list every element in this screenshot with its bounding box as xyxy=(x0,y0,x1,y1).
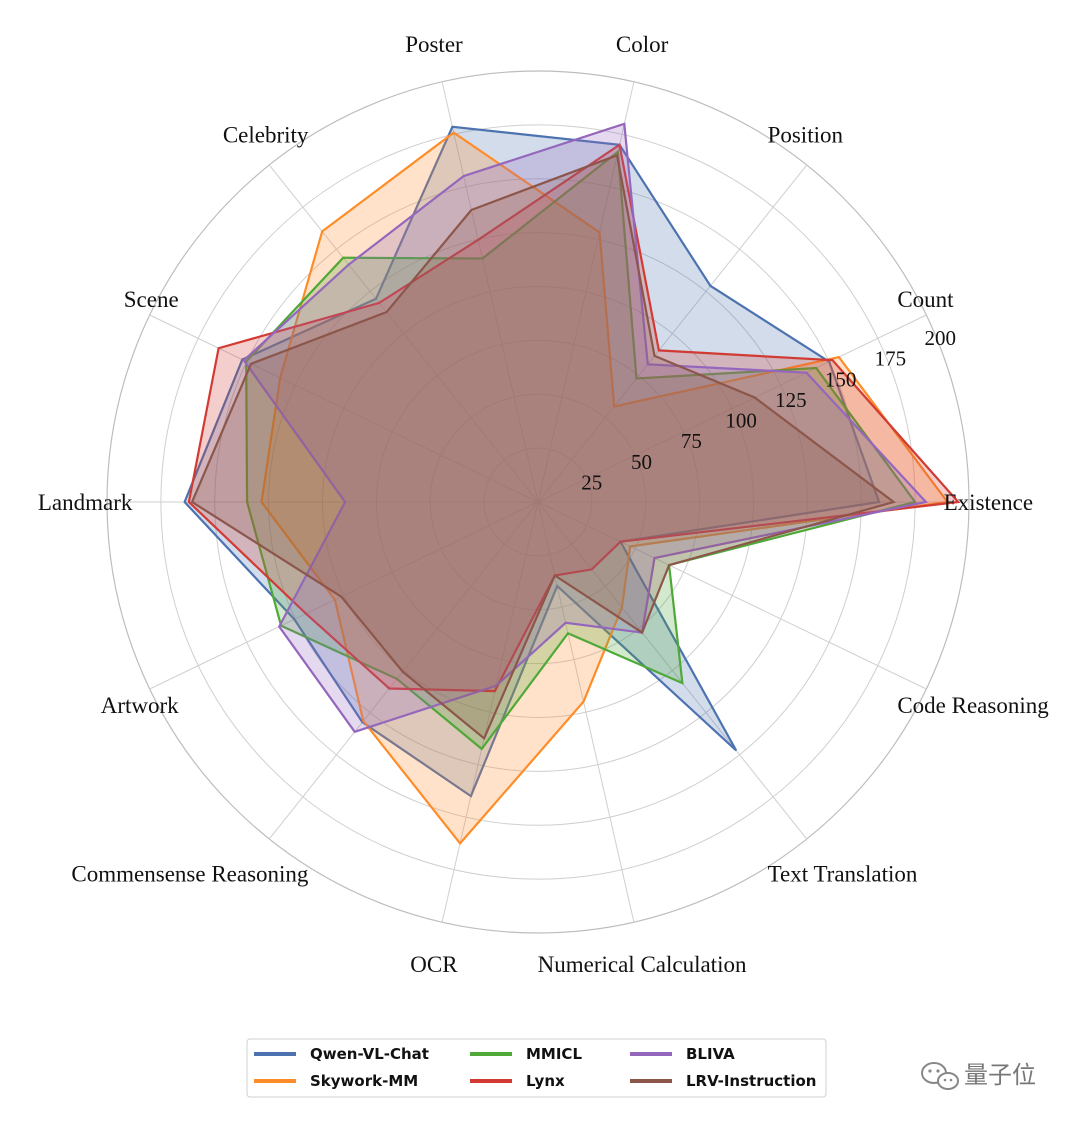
legend-label-lynx: Lynx xyxy=(526,1072,565,1090)
category-label-scene: Scene xyxy=(124,287,179,312)
category-label-existence: Existence xyxy=(944,490,1033,515)
series-lynx xyxy=(187,142,961,693)
spoke-position xyxy=(537,164,808,503)
category-label-poster: Poster xyxy=(405,32,463,57)
spoke-code-reasoning xyxy=(537,501,927,690)
legend: Qwen-VL-Chat Skywork-MM MMICL Lynx BLIVA LRV-… xyxy=(246,1038,827,1098)
series-layer xyxy=(183,122,961,846)
category-label-landmark: Landmark xyxy=(38,490,133,515)
category-label-position: Position xyxy=(768,122,844,147)
watermark: 量子位 xyxy=(921,1061,1036,1090)
legend-label-qwen-vl-chat: Qwen-VL-Chat xyxy=(310,1045,429,1063)
series-skywork-mm xyxy=(260,131,950,846)
series-qwen-vl-chat xyxy=(183,125,881,798)
legend-label-lrv-instruction: LRV-Instruction xyxy=(686,1072,816,1090)
category-label-text-translation: Text Translation xyxy=(768,862,918,887)
category-label-count: Count xyxy=(897,287,954,312)
r-tick-label-50: 50 xyxy=(631,450,652,474)
category-label-ocr: OCR xyxy=(410,952,458,977)
r-tick-label-150: 150 xyxy=(825,367,857,391)
spoke-count xyxy=(537,314,927,503)
category-label-code-reasoning: Code Reasoning xyxy=(897,693,1049,718)
grid-layer xyxy=(106,70,970,934)
spoke-text-translation xyxy=(537,501,808,840)
r-tick-label-100: 100 xyxy=(725,409,757,433)
spoke-commensense-reasoning xyxy=(268,501,539,840)
spoke-scene xyxy=(149,314,539,503)
series-bliva xyxy=(242,122,929,734)
legend-label-skywork-mm: Skywork-MM xyxy=(310,1072,418,1090)
legend-label-mmicl: MMICL xyxy=(526,1045,582,1063)
legend-label-bliva: BLIVA xyxy=(686,1045,735,1063)
legend-frame xyxy=(246,1038,827,1098)
r-tick-label-75: 75 xyxy=(681,429,702,453)
category-label-numerical-calculation: Numerical Calculation xyxy=(538,952,747,977)
spoke-ocr xyxy=(441,501,539,923)
watermark-text: 量子位 xyxy=(964,1061,1036,1089)
category-label-celebrity: Celebrity xyxy=(223,122,309,147)
wechat-logo-icon xyxy=(921,1062,959,1090)
category-label-commensense-reasoning: Commensense Reasoning xyxy=(71,862,308,887)
r-tick-label-25: 25 xyxy=(581,470,602,494)
r-tick-label-175: 175 xyxy=(875,347,907,371)
r-tick-label-125: 125 xyxy=(775,388,807,412)
series-lrv-instruction xyxy=(190,153,897,741)
category-label-artwork: Artwork xyxy=(101,693,179,718)
spoke-celebrity xyxy=(268,164,539,503)
spoke-numerical-calculation xyxy=(537,501,635,923)
series-mmicl xyxy=(245,149,917,751)
spoke-poster xyxy=(441,81,539,503)
category-label-color: Color xyxy=(616,32,669,57)
label-layer: 25 50 75 100 125 150 175 200 Existence Count Posit… xyxy=(38,32,1049,977)
r-tick-label-200: 200 xyxy=(924,326,956,350)
spoke-artwork xyxy=(149,501,539,690)
